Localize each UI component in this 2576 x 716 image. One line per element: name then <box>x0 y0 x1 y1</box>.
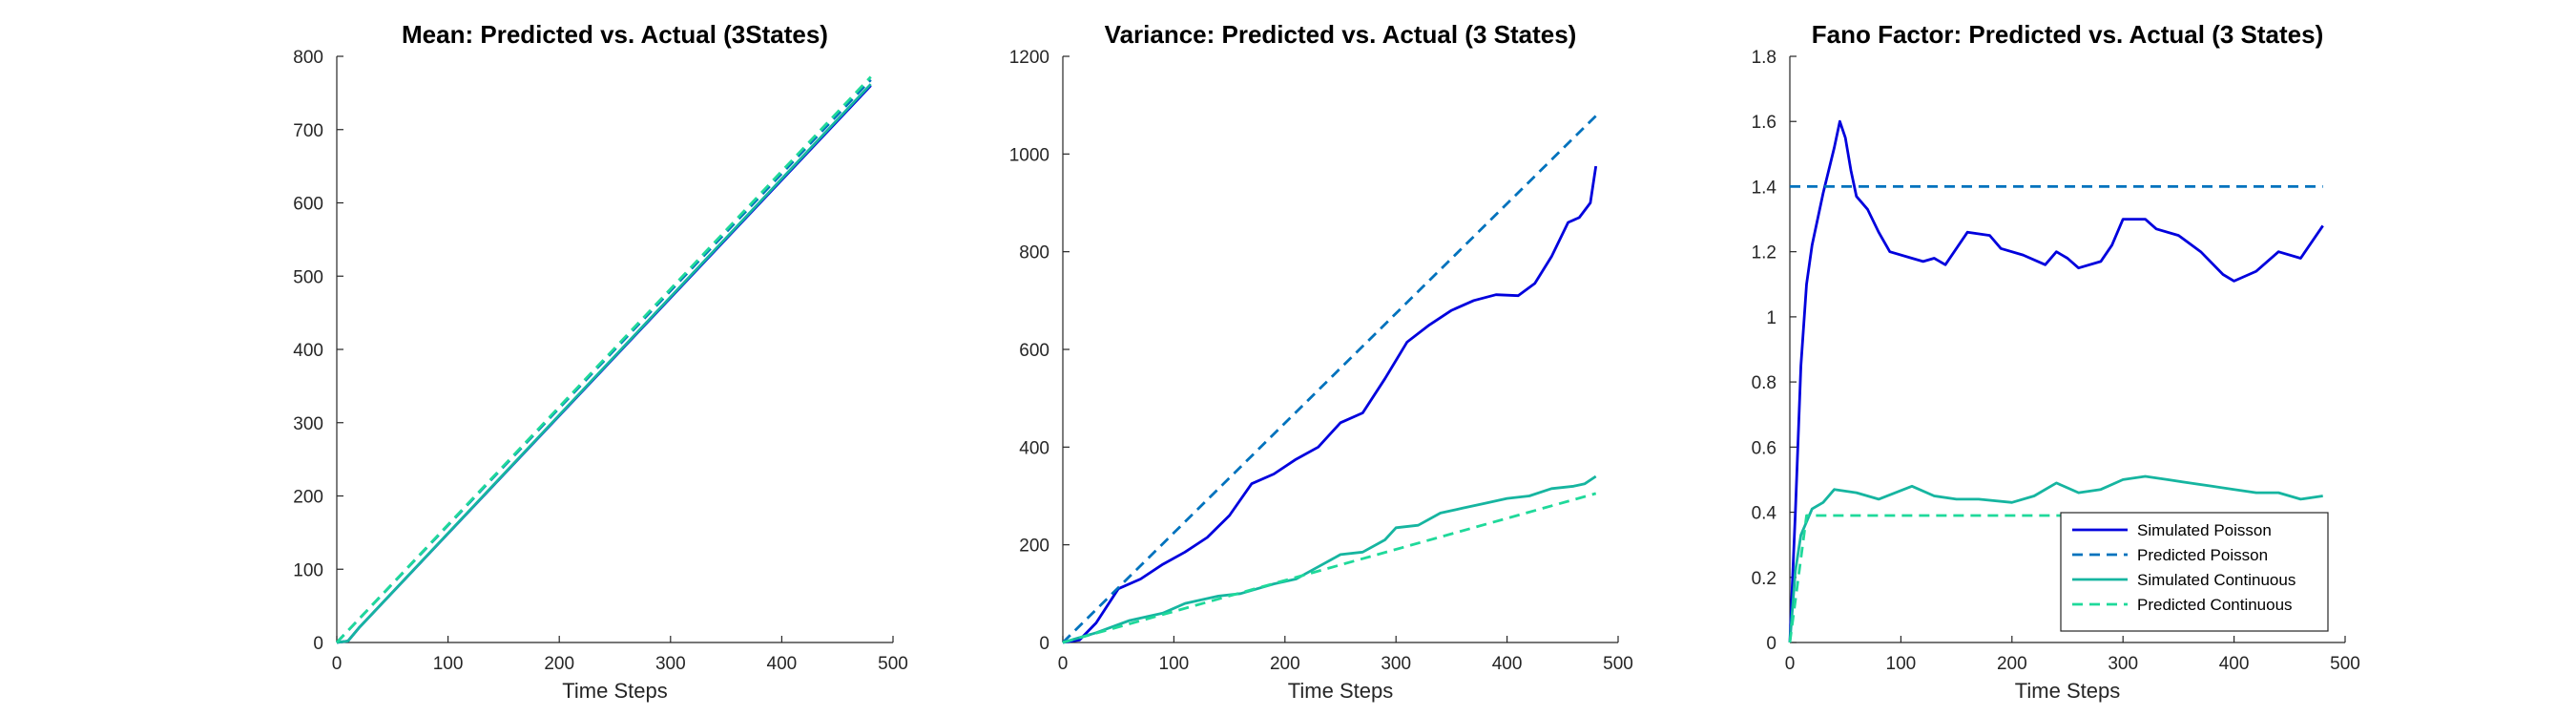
x-tick-label: 500 <box>1603 654 1633 674</box>
y-tick-label: 0.6 <box>1752 438 1776 458</box>
y-tick-label: 0.4 <box>1752 504 1777 524</box>
chart-2: 0 100 200 300 400 500 0 200 400 600 800 1000 1200 Var… <box>1009 20 1633 703</box>
legend-box <box>2060 512 2329 632</box>
y-tick-label: 0 <box>313 634 323 654</box>
chart-title: Fano Factor: Predicted vs. Actual (3 Sta… <box>1812 20 2324 49</box>
y-tick-label: 1200 <box>1009 48 1049 68</box>
legend: Simulated Poisson Predicted Poisson Simula… <box>2060 512 2329 632</box>
y-tick-label: 200 <box>293 488 323 508</box>
x-tick-label: 100 <box>433 654 464 674</box>
x-axis-label: Time Steps <box>2015 679 2120 703</box>
y-tick-label: 1 <box>1766 308 1776 328</box>
x-tick-label: 300 <box>2108 654 2138 674</box>
x-tick-label: 500 <box>878 654 908 674</box>
series-line-3 <box>1788 474 2323 643</box>
x-tick-label: 0 <box>1058 654 1069 674</box>
legend-entry: Simulated Continuous <box>2137 571 2296 589</box>
y-tick-label: 1.8 <box>1752 48 1776 68</box>
x-tick-label: 400 <box>2219 654 2250 674</box>
x-tick-label: 300 <box>655 654 686 674</box>
x-axis-label: Time Steps <box>1288 679 1393 703</box>
x-tick-label: 500 <box>2330 654 2360 674</box>
y-tick-label: 1.6 <box>1752 113 1776 133</box>
x-tick-label: 400 <box>767 654 798 674</box>
legend-entry: Predicted Poisson <box>2137 546 2268 564</box>
y-tick-label: 300 <box>293 414 323 434</box>
x-tick-label: 400 <box>1492 654 1523 674</box>
x-tick-label: 100 <box>1886 654 1917 674</box>
x-tick-label: 0 <box>332 654 343 674</box>
legend-entry: Simulated Poisson <box>2137 521 2272 539</box>
chart-title: Mean: Predicted vs. Actual (3States) <box>402 20 828 49</box>
x-tick-label: 300 <box>1381 654 1411 674</box>
y-tick-label: 500 <box>293 267 323 287</box>
y-tick-label: 0 <box>1766 634 1776 654</box>
chart-1: 0 100 200 300 400 500 0 100 200 300 400 500 600 700 80… <box>293 20 908 703</box>
y-tick-label: 400 <box>293 341 323 361</box>
y-tick-label: 700 <box>293 121 323 141</box>
y-tick-label: 1.4 <box>1752 178 1777 198</box>
chart-title: Variance: Predicted vs. Actual (3 States… <box>1105 20 1577 49</box>
x-tick-label: 100 <box>1159 654 1190 674</box>
y-tick-label: 800 <box>293 48 323 68</box>
y-tick-label: 0.2 <box>1752 569 1776 589</box>
legend-entry: Predicted Continuous <box>2137 596 2293 614</box>
series-line-3 <box>336 83 872 644</box>
y-tick-label: 1000 <box>1009 145 1049 165</box>
x-tick-label: 0 <box>1785 654 1796 674</box>
chart-3: 0 100 200 300 400 500 0 0.2 0.4 0.6 0.8 1 1.2 1.4 1.6 1… <box>1752 20 2360 703</box>
x-tick-label: 200 <box>544 654 574 674</box>
y-tick-label: 100 <box>293 560 323 580</box>
series-line-2 <box>1062 115 1597 643</box>
y-tick-label: 600 <box>1019 341 1049 361</box>
y-tick-label: 200 <box>1019 537 1049 557</box>
y-tick-label: 0.8 <box>1752 373 1776 393</box>
series-line-3 <box>1062 474 1597 644</box>
series-line-1 <box>1062 165 1598 644</box>
y-tick-label: 600 <box>293 195 323 215</box>
series-line-4 <box>335 75 872 643</box>
y-tick-label: 0 <box>1039 634 1049 654</box>
series-line-1 <box>1788 119 2324 643</box>
x-tick-label: 200 <box>1270 654 1300 674</box>
x-axis-label: Time Steps <box>562 679 667 703</box>
y-tick-label: 800 <box>1019 243 1049 263</box>
x-tick-label: 200 <box>1997 654 2027 674</box>
series-line-4 <box>1062 492 1597 644</box>
y-tick-label: 400 <box>1019 438 1049 458</box>
y-tick-label: 1.2 <box>1752 243 1776 263</box>
